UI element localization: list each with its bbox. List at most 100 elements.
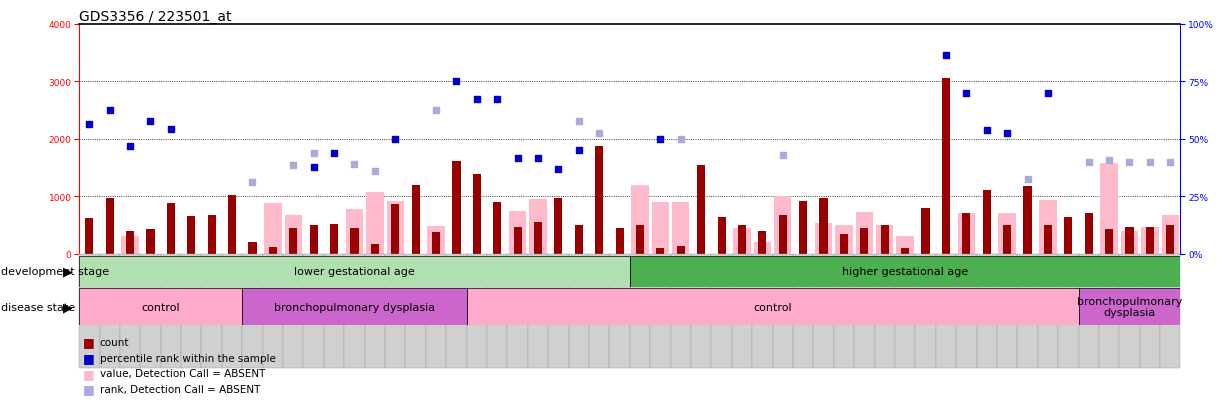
Bar	[672, 202, 690, 254]
Bar	[1139, 254, 1160, 368]
Point	[1079, 159, 1099, 166]
Bar	[1023, 186, 1032, 254]
Bar	[854, 254, 875, 368]
Bar	[1064, 217, 1072, 254]
Bar	[493, 202, 501, 254]
Point	[304, 165, 324, 171]
Point	[651, 136, 671, 143]
Bar	[1078, 254, 1099, 368]
Text: development stage: development stage	[1, 266, 110, 277]
Point	[936, 53, 955, 59]
Bar	[650, 254, 671, 368]
Text: control: control	[753, 302, 792, 312]
Bar	[1038, 254, 1058, 368]
Bar	[718, 217, 725, 254]
Bar	[998, 214, 1016, 254]
Bar	[976, 254, 997, 368]
Bar	[875, 254, 894, 368]
Bar	[595, 147, 604, 254]
Bar	[472, 175, 481, 254]
Bar	[432, 232, 441, 254]
Bar	[79, 288, 242, 325]
Bar	[208, 215, 215, 254]
Text: ■: ■	[83, 351, 95, 364]
Bar	[630, 254, 650, 368]
Bar	[346, 209, 363, 254]
Bar	[285, 215, 302, 254]
Point	[447, 79, 466, 85]
Bar	[127, 231, 134, 254]
Point	[426, 107, 445, 114]
Text: disease state: disease state	[1, 302, 75, 312]
Bar	[921, 208, 930, 254]
Bar	[1146, 227, 1154, 254]
Point	[570, 147, 589, 154]
Bar	[897, 237, 914, 254]
Text: ▶: ▶	[63, 265, 73, 278]
Bar	[387, 201, 404, 254]
Bar	[366, 192, 383, 254]
Bar	[813, 254, 834, 368]
Bar	[269, 247, 277, 254]
Bar	[264, 204, 281, 254]
Bar	[411, 185, 420, 254]
Bar	[1166, 225, 1174, 254]
Bar	[616, 228, 623, 254]
Point	[1099, 157, 1118, 164]
Point	[488, 96, 507, 102]
Point	[467, 96, 487, 102]
Bar	[100, 254, 120, 368]
Bar	[167, 204, 175, 254]
Text: bronchopulmonary
dysplasia: bronchopulmonary dysplasia	[1077, 296, 1182, 318]
Bar	[242, 254, 263, 368]
Bar	[758, 231, 767, 254]
Bar	[901, 248, 909, 254]
Bar	[187, 216, 196, 254]
Point	[161, 126, 180, 133]
Bar	[1003, 225, 1011, 254]
Bar	[835, 226, 853, 254]
Bar	[630, 256, 1180, 287]
Bar	[819, 198, 828, 254]
Bar	[691, 254, 712, 368]
Point	[386, 136, 405, 143]
Bar	[610, 254, 630, 368]
Bar	[793, 254, 813, 368]
Bar	[671, 254, 691, 368]
Bar	[529, 199, 546, 254]
Bar	[652, 202, 669, 254]
Bar	[1100, 164, 1117, 254]
Bar	[942, 78, 950, 254]
Bar	[840, 234, 848, 254]
Bar	[1120, 254, 1139, 368]
Bar	[426, 254, 447, 368]
Bar	[997, 254, 1017, 368]
Point	[528, 156, 548, 162]
Text: control: control	[141, 302, 180, 312]
Bar	[146, 230, 155, 254]
Bar	[365, 254, 385, 368]
Bar	[1084, 214, 1093, 254]
Bar	[734, 228, 751, 254]
Point	[1120, 159, 1139, 166]
Point	[79, 122, 99, 128]
Bar	[242, 288, 466, 325]
Bar	[344, 254, 365, 368]
Bar	[122, 237, 139, 254]
Bar	[181, 254, 202, 368]
Bar	[228, 195, 236, 254]
Point	[773, 153, 792, 159]
Bar	[1039, 200, 1056, 254]
Bar	[385, 254, 405, 368]
Point	[957, 90, 976, 97]
Bar	[284, 254, 303, 368]
Bar	[120, 254, 140, 368]
Point	[304, 150, 324, 157]
Bar	[677, 246, 685, 254]
Point	[1161, 159, 1180, 166]
Bar	[1161, 215, 1179, 254]
Bar	[371, 245, 378, 254]
Bar	[800, 201, 807, 254]
Bar	[303, 254, 324, 368]
Bar	[554, 199, 562, 254]
